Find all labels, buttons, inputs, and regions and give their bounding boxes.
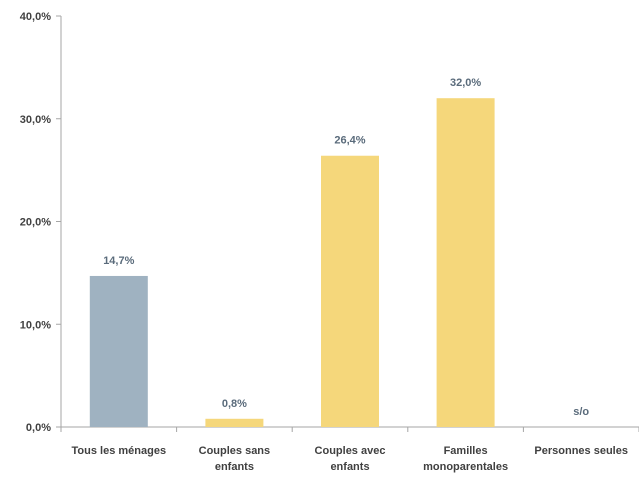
data-label: 14,7% [103, 255, 134, 267]
bars [89, 98, 495, 428]
data-label: 0,8% [222, 398, 247, 410]
bar [205, 418, 264, 427]
data-label: 26,4% [334, 135, 365, 147]
category-label: Couples avec enfants [315, 445, 386, 473]
category-label-line: Familles [444, 445, 488, 457]
category-label-line: Couples sans [199, 445, 271, 457]
bar [321, 155, 379, 428]
category-label: Tous les ménages [72, 445, 167, 457]
bar [89, 275, 148, 427]
data-label: s/o [573, 406, 589, 418]
category-label: Couples sans enfants [199, 445, 271, 473]
y-tick-label: 0,0% [26, 422, 51, 434]
category-label-line: Personnes seules [534, 445, 628, 457]
category-label-line: Couples avec [315, 445, 386, 457]
category-label: Familles monoparentales [423, 445, 508, 473]
category-label-line: enfants [330, 461, 369, 473]
y-tick-label: 40,0% [20, 11, 51, 23]
axes: 0,0% 10,0% 20,0% 30,0% 40,0% [20, 11, 639, 434]
y-tick-label: 10,0% [20, 319, 51, 331]
category-label-line: monoparentales [423, 461, 508, 473]
y-tick-label: 20,0% [20, 217, 51, 229]
data-label: 32,0% [450, 77, 481, 89]
labels: 14,7% Tous les ménages 0,8% Couples sans enf… [72, 77, 628, 473]
bar [436, 98, 495, 427]
y-tick-label: 30,0% [20, 114, 51, 126]
category-label: Personnes seules [534, 445, 628, 457]
category-label-line: Tous les ménages [72, 445, 167, 457]
category-label-line: enfants [215, 461, 254, 473]
